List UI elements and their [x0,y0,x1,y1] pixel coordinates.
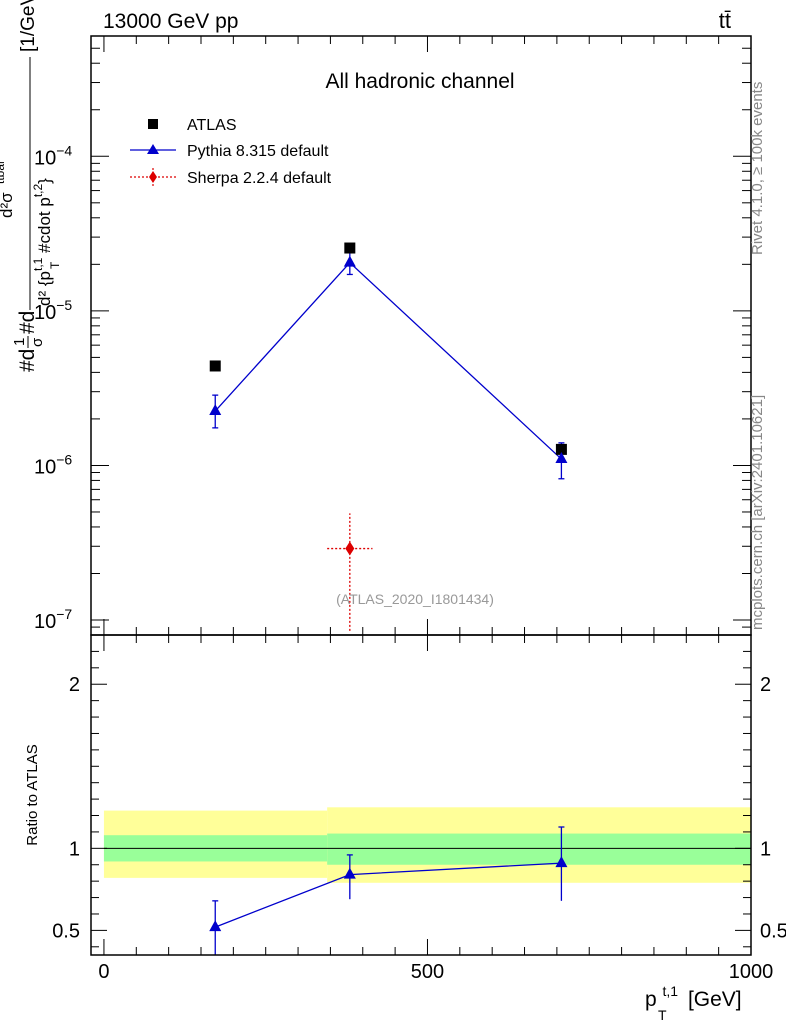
legend: ATLAS Pythia 8.315 default Sherpa 2.2.4 … [130,117,332,187]
sherpa-point [345,541,355,556]
ylabel-frac1-num: 1 [11,338,28,346]
ylabel-frac1-den: σ [29,337,46,347]
y-tick-label-base: 10 [34,456,56,478]
atlas-point [555,443,567,455]
ratio-pythia-point [343,867,356,879]
y-tick-label: 10−5 [34,297,72,324]
y-tick-label-exp: −5 [56,297,72,313]
energy-label: 13000 GeV pp [103,10,238,33]
atlas-point [209,360,221,372]
legend-atlas-label: ATLAS [187,117,237,134]
legend-atlas-marker [148,119,158,129]
legend-entry-pythia: Pythia 8.315 default [130,143,329,160]
ratio-y-tick-label-left: 1 [69,838,80,860]
svg-text:p t,1 [GeV]: p t,1 [GeV] [645,978,742,1011]
rivet-label: Rivet 4.1.0, ≥ 100k events [749,82,766,255]
legend-pythia-label: Pythia 8.315 default [187,143,329,160]
ratio-y-tick-label-right: 2 [760,674,771,696]
ylabel-frac2-den: d² {pt,1 #cdot pt,2} [31,178,54,306]
x-axis-label-sup: t,1 [663,983,679,999]
main-title: All hadronic channel [325,70,514,93]
x-axis-label: p t,1 [GeV] T [645,978,742,1023]
ratio-pythia-point [209,920,222,932]
legend-sherpa-label: Sherpa 2.2.4 default [187,170,332,187]
ratio-y-tick-label-left: 2 [69,674,80,696]
process-label: tt̄ [719,8,731,33]
y-tick-label-base: 10 [34,302,56,324]
x-axis-label-sub: T [658,1007,667,1023]
ylabel-frac2-num: d²σ [0,192,16,218]
ylabel-left: #d [16,349,39,372]
ratio-panel: 0.5 0.5 1 1 2 2 0 500 1000 Ratio to ATLAS [24,634,786,983]
ylabel-mid: #d [16,311,39,334]
ylabel-frac2-num-sup: ttbar [0,160,7,184]
pythia-line [214,261,562,460]
legend-sherpa-marker [149,171,157,183]
analysis-tag: (ATLAS_2020_I1801434) [336,591,494,607]
y-tick-label: 10−6 [34,451,72,478]
pythia-point [209,404,222,416]
x-tick-label: 500 [411,961,444,983]
ratio-y-tick-label-right: 1 [760,838,771,860]
y-tick-label: 10−4 [34,142,72,169]
x-axis-label-p: p [645,988,657,1011]
y-tick-label: 10−7 [34,606,72,633]
ylabel-units: [1/GeV²] [18,0,39,52]
x-tick-label: 0 [98,961,109,983]
pythia-point [343,255,356,267]
ratio-y-tick-label-right: 0.5 [760,920,786,942]
ratio-frame [90,634,752,956]
y-tick-label-exp: −4 [56,142,72,158]
pythia-point [555,452,568,464]
legend-pythia-marker [147,144,159,154]
y-tick-label-base: 10 [34,611,56,633]
ratio-ylabel: Ratio to ATLAS [24,744,41,845]
atlas-point [344,242,356,254]
mcplots-label: mcplots.cern.ch [arXiv:2401.10621] [749,395,766,630]
legend-entry-atlas: ATLAS [148,117,237,134]
y-tick-label-exp: −6 [56,451,72,467]
y-tick-label-base: 10 [34,147,56,169]
main-ylabel: #d 1 σ #d d²σ ttbar d² {pt,1 #cdot pt,2}… [0,0,62,372]
ratio-pythia-point [555,856,568,868]
main-panel: 10−710−610−510−4 All hadronic channel (A… [34,35,752,636]
x-axis-label-units: [GeV] [688,988,742,1011]
legend-entry-sherpa: Sherpa 2.2.4 default [130,168,332,187]
ylabel-frac2-den-T: T [48,261,62,269]
y-tick-label-exp: −7 [56,606,72,622]
ratio-band-inner [327,833,751,865]
x-tick-label: 1000 [729,961,774,983]
ratio-y-tick-label-left: 0.5 [52,920,80,942]
